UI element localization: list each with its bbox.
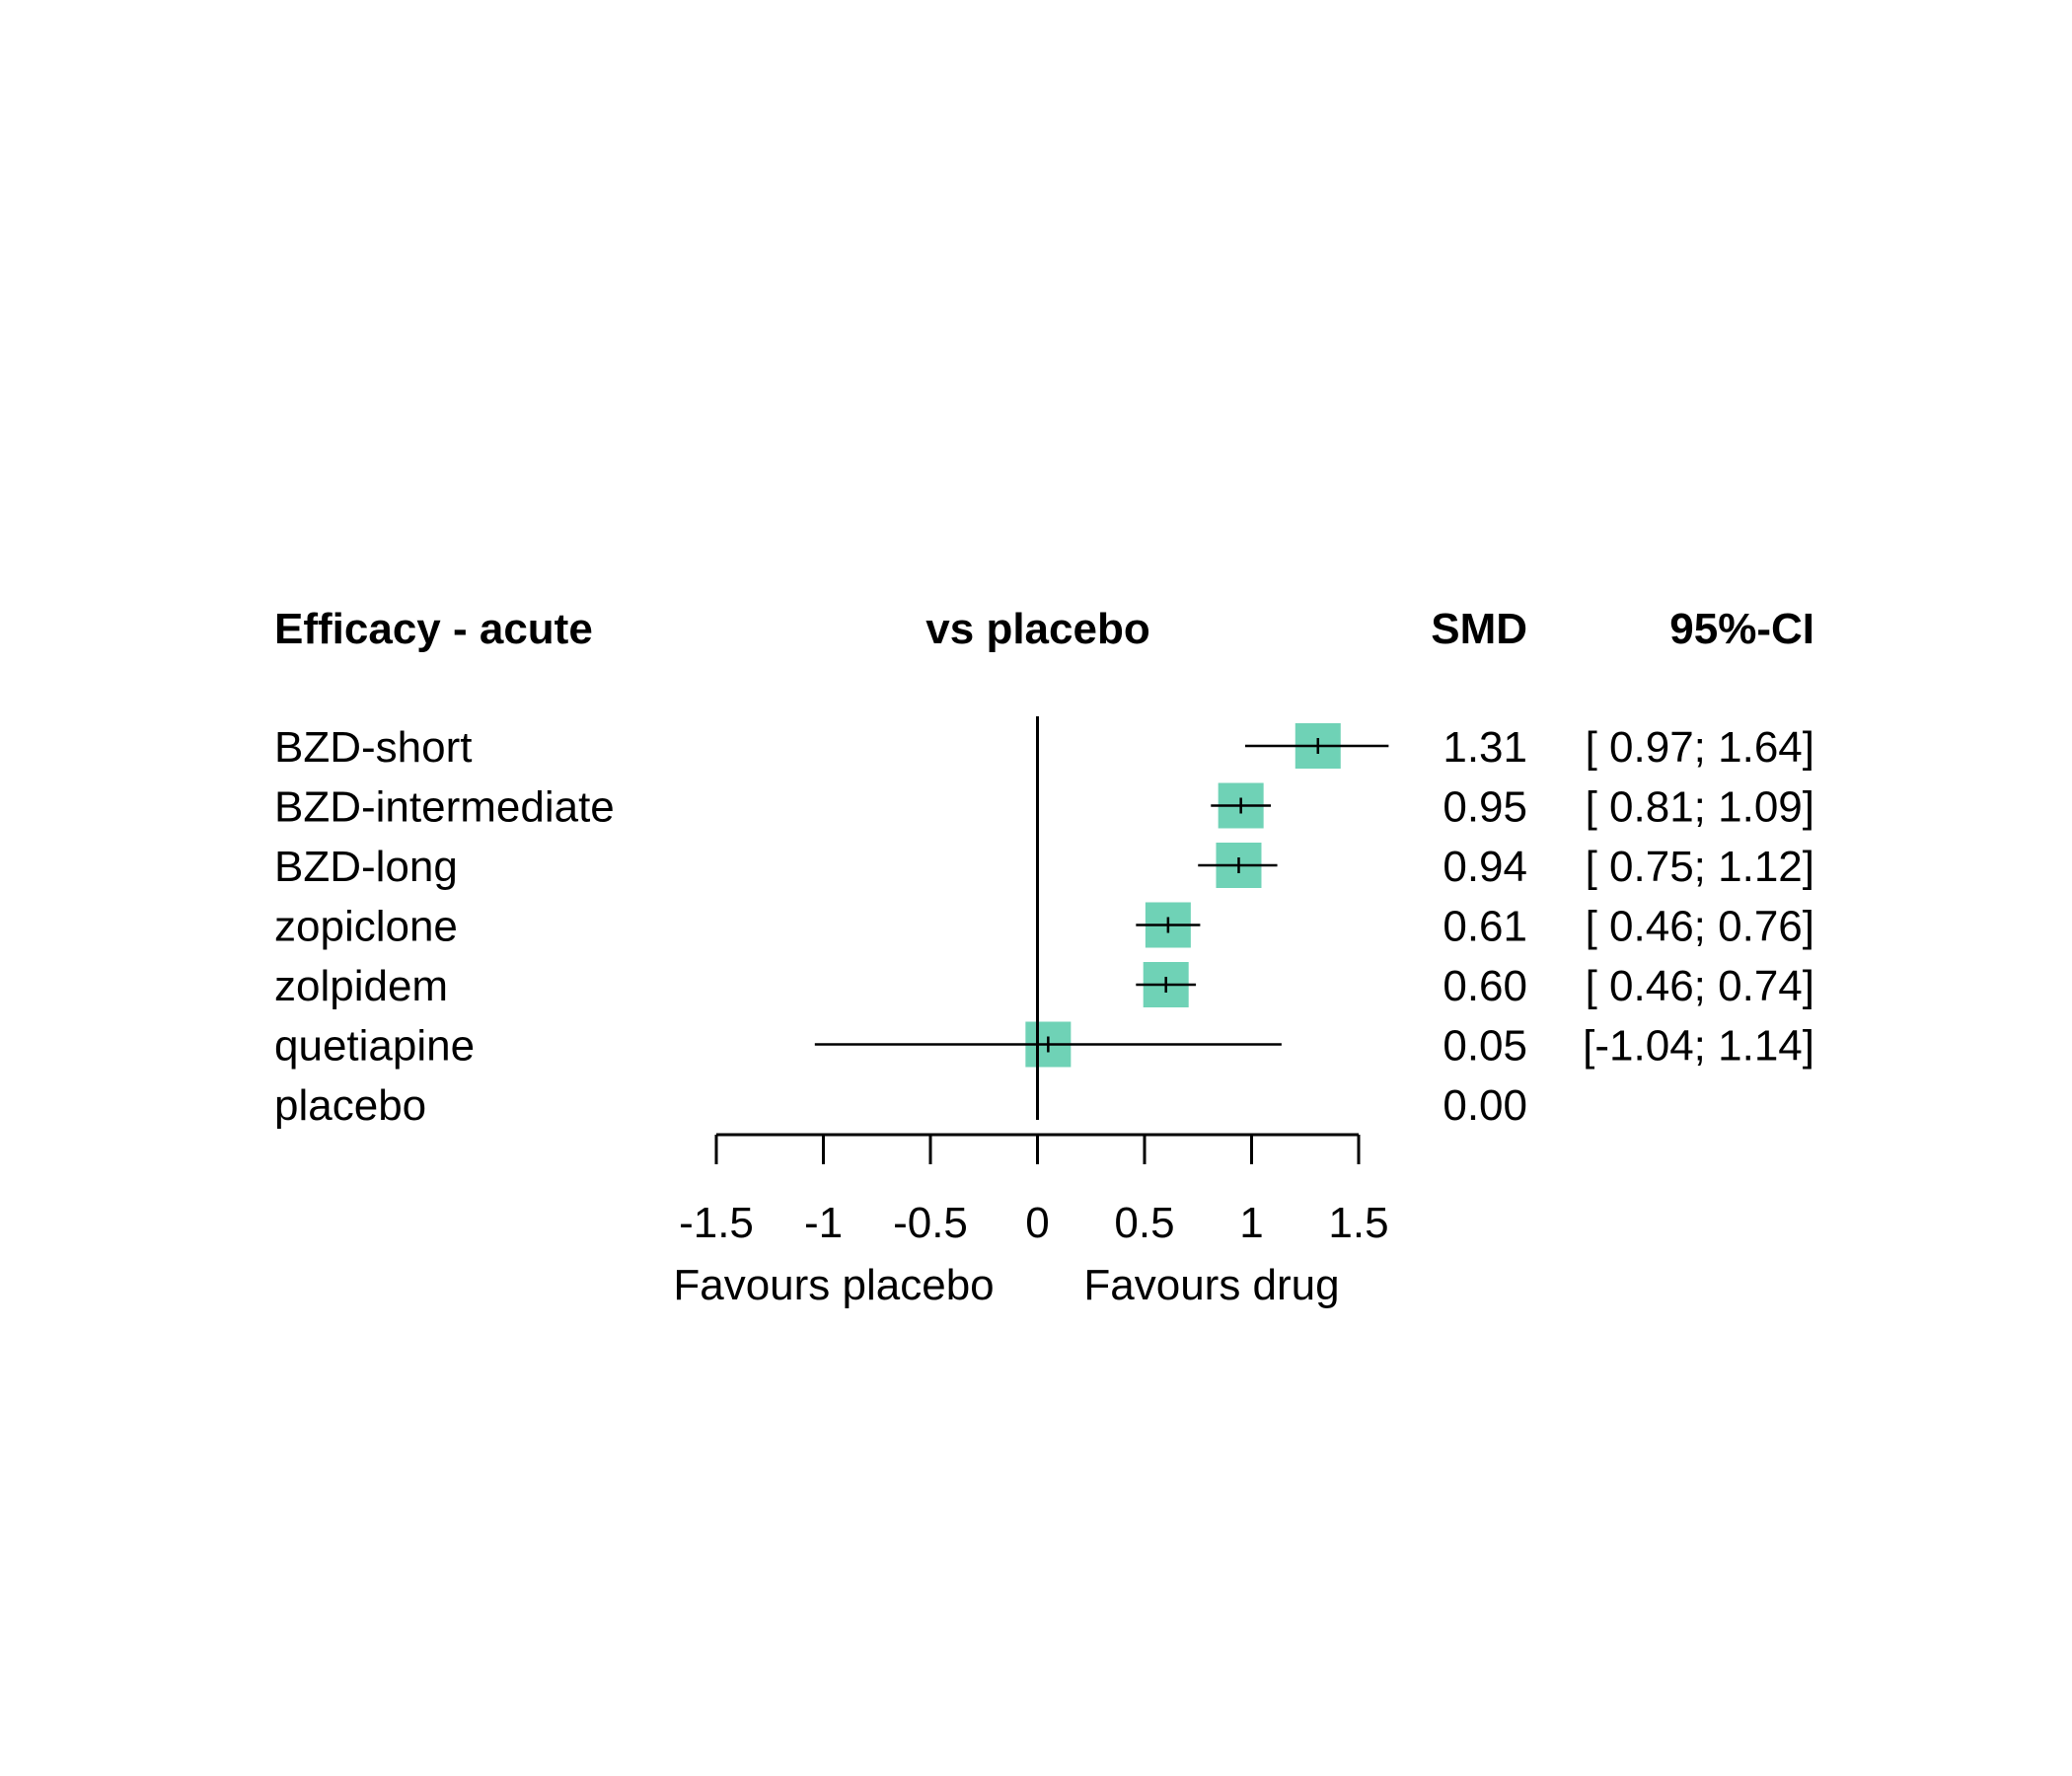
ci-value: [ 0.46; 0.76] (1586, 903, 1814, 951)
header-outcome: Efficacy - acute (274, 605, 593, 653)
ci-value: [ 0.97; 1.64] (1586, 723, 1814, 772)
study-label: BZD-long (274, 843, 458, 891)
study-label: zopiclone (274, 903, 458, 951)
ci-value: [ 0.81; 1.09] (1586, 783, 1814, 832)
smd-value: 0.00 (1443, 1081, 1527, 1130)
header-ci: 95%-CI (1669, 605, 1814, 653)
study-rows: BZD-short 1.31 [ 0.97; 1.64] BZD-intermedia… (274, 723, 1814, 1130)
smd-value: 0.95 (1443, 783, 1527, 832)
study-row: BZD-intermediate 0.95 [ 0.81; 1.09] (274, 782, 1814, 832)
smd-value: 0.60 (1443, 962, 1527, 1010)
axis-tick-label: 1 (1239, 1199, 1263, 1247)
study-row: zopiclone 0.61 [ 0.46; 0.76] (274, 902, 1814, 951)
ci-value: [ 0.75; 1.12] (1586, 843, 1814, 891)
axis-tick-label: -1 (804, 1199, 843, 1247)
study-row: BZD-long 0.94 [ 0.75; 1.12] (274, 843, 1814, 891)
study-label: placebo (274, 1081, 426, 1130)
study-label: BZD-short (274, 723, 472, 772)
axis-tick-label: -0.5 (893, 1199, 968, 1247)
study-row: zolpidem 0.60 [ 0.46; 0.74] (274, 962, 1814, 1010)
study-label: BZD-intermediate (274, 783, 615, 832)
smd-value: 0.94 (1443, 843, 1527, 891)
ci-value: [ 0.46; 0.74] (1586, 962, 1814, 1010)
axis-tick-label: -1.5 (679, 1199, 754, 1247)
ci-value: [-1.04; 1.14] (1583, 1022, 1814, 1071)
study-row: quetiapine 0.05 [-1.04; 1.14] (274, 1021, 1814, 1071)
axis-tick-label: 1.5 (1328, 1199, 1388, 1247)
x-axis: -1.5 -1 -0.5 0 0.5 1 1.5 (679, 1133, 1389, 1247)
favours-placebo-label: Favours placebo (673, 1261, 994, 1309)
axis-tick-label: 0 (1025, 1199, 1049, 1247)
smd-value: 0.05 (1443, 1022, 1527, 1071)
smd-value: 1.31 (1443, 723, 1527, 772)
axis-tick-label: 0.5 (1114, 1199, 1174, 1247)
study-label: zolpidem (274, 962, 448, 1010)
study-row: BZD-short 1.31 [ 0.97; 1.64] (274, 723, 1814, 772)
smd-value: 0.61 (1443, 903, 1527, 951)
header-smd: SMD (1431, 605, 1527, 653)
study-label: quetiapine (274, 1022, 475, 1071)
favours-drug-label: Favours drug (1083, 1261, 1339, 1309)
study-row: placebo 0.00 (274, 1081, 1527, 1130)
header-comparison: vs placebo (925, 605, 1149, 653)
